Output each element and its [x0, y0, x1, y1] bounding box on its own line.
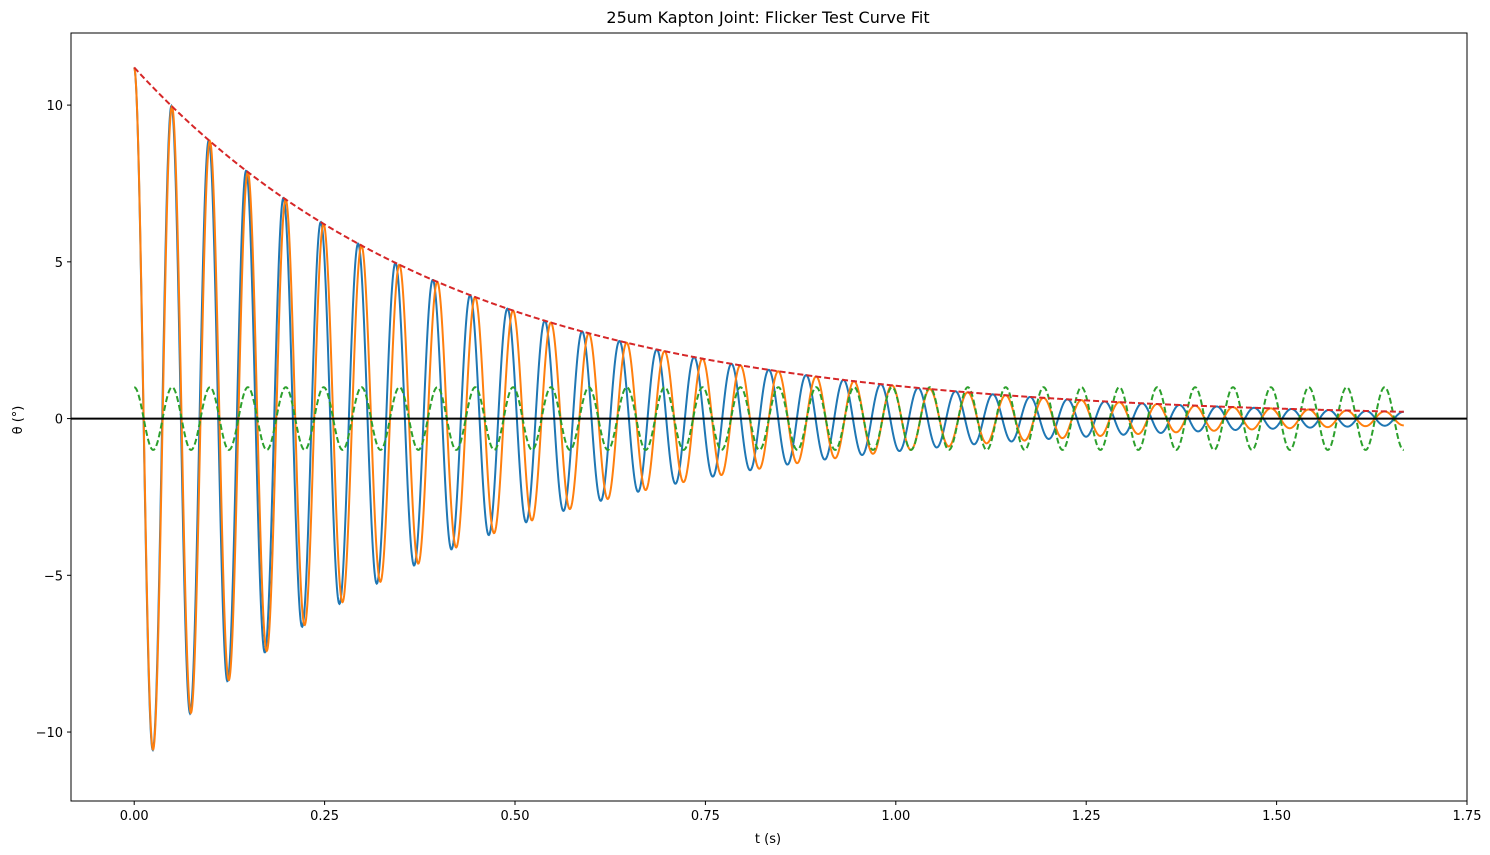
x-tick-label: 1.75: [1453, 809, 1482, 824]
x-tick-label: 0.00: [120, 809, 149, 824]
y-tick-label: 5: [55, 256, 63, 271]
plot-frame: [70, 32, 1468, 802]
x-tick-label: 1.25: [1072, 809, 1101, 824]
x-tick-label: 0.50: [501, 809, 530, 824]
y-tick-label: 10: [46, 99, 63, 114]
y-axis-label: θ (°): [11, 406, 26, 435]
y-tick-label: −10: [36, 726, 63, 741]
series-line-measured: [133, 67, 1404, 752]
x-tick-label: 1.00: [881, 809, 910, 824]
x-axis-label: t (s): [755, 832, 781, 847]
y-axis: −10 −5 0 5 10: [36, 99, 71, 741]
chart-title: 25um Kapton Joint: Flicker Test Curve Fi…: [606, 8, 929, 27]
y-tick-label: −5: [44, 569, 63, 584]
x-axis: 0.00 0.25 0.50 0.75 1.00 1.25 1.50 1.75: [120, 801, 1482, 824]
plot-area: [71, 66, 1467, 752]
x-tick-label: 0.75: [691, 809, 720, 824]
y-tick-label: 0: [55, 413, 63, 428]
series-line-envelope: [133, 66, 1404, 413]
x-tick-label: 0.25: [310, 809, 339, 824]
x-tick-label: 1.50: [1262, 809, 1291, 824]
